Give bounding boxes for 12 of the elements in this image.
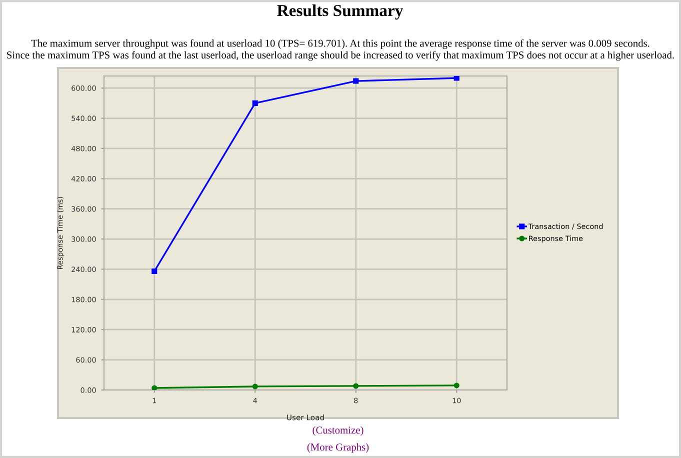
chart-title: Results Summary bbox=[277, 4, 404, 20]
text: (Customize) bbox=[312, 426, 364, 436]
point bbox=[454, 382, 460, 388]
text: (More Graphs) bbox=[307, 443, 369, 453]
point bbox=[353, 78, 359, 84]
point bbox=[152, 268, 158, 274]
point bbox=[454, 76, 460, 81]
point bbox=[252, 384, 258, 390]
point bbox=[252, 100, 258, 106]
point bbox=[152, 385, 158, 390]
chart-subtitle: The maximum server throughput was found at userload 10 (TPS= 619.701). At this point the average response time of the server was 0.009 seconds. Since the maximum TPS was found at the last userload, the userload range should be increased to verify that maximum TPS does not occur at a higher userload. bbox=[7, 39, 674, 61]
point bbox=[353, 383, 359, 389]
